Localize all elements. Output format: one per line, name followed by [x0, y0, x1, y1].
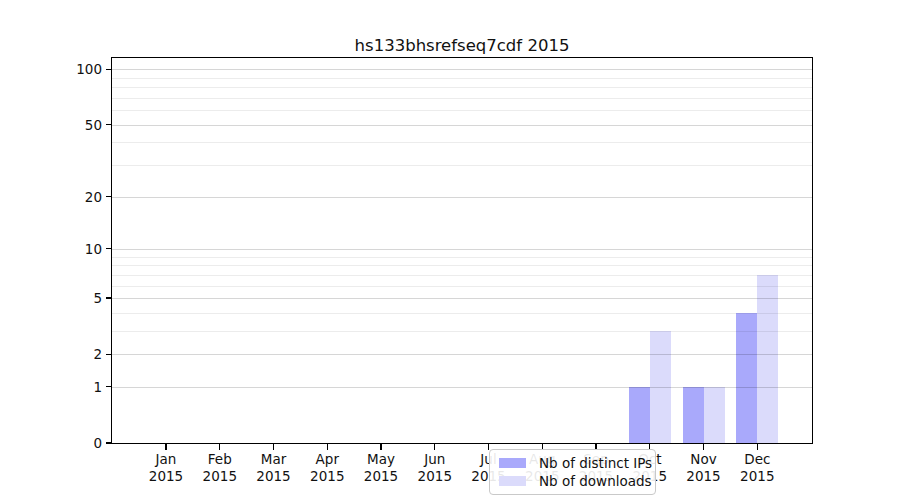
y-tick-label-50: 50 — [0, 116, 102, 134]
legend-swatch-downloads — [499, 476, 526, 486]
legend-item-distinct-ips: Nb of distinct IPs — [499, 454, 647, 472]
x-tick-mark-4 — [380, 444, 381, 450]
y-tick-mark-10 — [106, 248, 112, 249]
y-tick-mark-2 — [106, 354, 112, 355]
bar-downloads-dec-2015 — [757, 275, 778, 443]
y-tick-mark-5 — [106, 297, 112, 298]
y-tick-label-10: 10 — [0, 240, 102, 258]
y-tick-label-100: 100 — [0, 60, 102, 78]
x-tick-mark-2 — [273, 444, 274, 450]
bars-layer — [112, 58, 812, 443]
bar-distinct-ips-oct-2015 — [629, 387, 650, 443]
legend-label-distinct-ips: Nb of distinct IPs — [539, 455, 652, 471]
chart-title: hs133bhsrefseq7cdf 2015 — [112, 36, 812, 56]
y-tick-mark-0 — [106, 442, 112, 443]
x-tick-mark-0 — [165, 444, 166, 450]
x-tick-mark-1 — [219, 444, 220, 450]
x-tick-year: 2015 — [724, 468, 790, 485]
legend-label-downloads: Nb of downloads — [539, 473, 652, 489]
y-tick-label-0: 0 — [0, 434, 102, 452]
legend: Nb of distinct IPs Nb of downloads — [489, 449, 656, 495]
x-tick-month: Dec — [724, 451, 790, 468]
legend-swatch-distinct-ips — [499, 458, 526, 468]
x-tick-mark-10 — [703, 444, 704, 450]
legend-item-downloads: Nb of downloads — [499, 472, 647, 490]
y-tick-label-1: 1 — [0, 378, 102, 396]
y-tick-mark-1 — [106, 386, 112, 387]
y-tick-label-20: 20 — [0, 188, 102, 206]
plot-area: Nb of distinct IPs Nb of downloads — [111, 57, 813, 444]
x-tick-label-11: Dec2015 — [724, 451, 790, 484]
y-tick-mark-20 — [106, 196, 112, 197]
y-tick-label-2: 2 — [0, 345, 102, 363]
y-tick-label-5: 5 — [0, 289, 102, 307]
y-tick-mark-50 — [106, 124, 112, 125]
y-tick-mark-100 — [106, 69, 112, 70]
bar-downloads-nov-2015 — [704, 387, 725, 443]
bar-downloads-oct-2015 — [650, 331, 671, 443]
x-tick-mark-5 — [434, 444, 435, 450]
x-tick-mark-3 — [327, 444, 328, 450]
x-tick-mark-11 — [757, 444, 758, 450]
bar-distinct-ips-dec-2015 — [736, 313, 757, 443]
bar-distinct-ips-nov-2015 — [683, 387, 704, 443]
x-tick-mark-6 — [488, 444, 489, 450]
figure: hs133bhsrefseq7cdf 2015 Nb of distinct I… — [0, 0, 900, 500]
